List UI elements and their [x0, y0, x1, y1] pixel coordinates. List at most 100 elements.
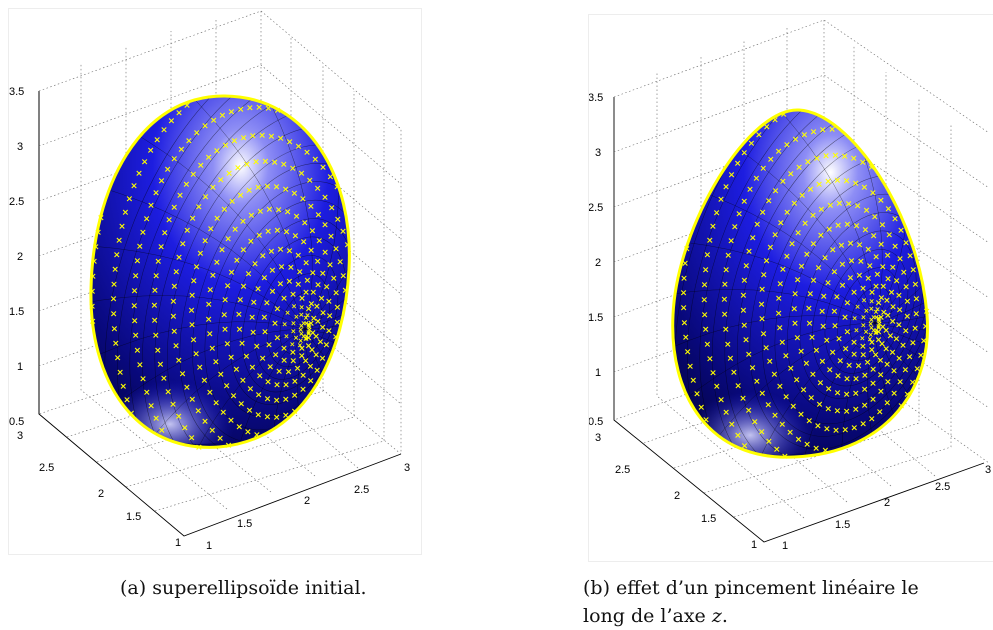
z-tick: 0.5 [589, 416, 603, 428]
marker-point: × [228, 107, 236, 117]
marker-point: × [147, 146, 155, 156]
marker-point: × [217, 370, 225, 380]
marker-point: × [239, 217, 247, 227]
marker-point: × [283, 227, 291, 237]
marker-point: × [866, 262, 874, 272]
marker-point: × [798, 262, 806, 272]
marker-point: × [902, 238, 910, 248]
marker-point: × [116, 368, 124, 378]
marker-point: × [309, 328, 317, 338]
mesh-meridian [874, 322, 928, 458]
marker-point: × [922, 322, 930, 332]
marker-point: × [212, 399, 220, 409]
marker-point: × [89, 317, 97, 327]
marker-point: × [309, 268, 317, 278]
marker-point: × [874, 270, 882, 280]
marker-point: × [197, 249, 205, 259]
marker-point: × [231, 136, 239, 146]
marker-point: × [115, 236, 123, 246]
marker-point: × [190, 335, 198, 345]
marker-point: × [883, 296, 891, 306]
marker-point: × [160, 126, 168, 136]
y-tick: 2 [674, 490, 680, 502]
marker-point: × [249, 363, 257, 373]
marker-point: × [158, 426, 166, 436]
marker-point: × [261, 274, 269, 284]
marker-point: × [882, 326, 890, 336]
marker-point: × [302, 258, 310, 268]
marker-point: × [806, 319, 814, 329]
marker-point: × [321, 248, 329, 258]
marker-point: × [813, 346, 821, 356]
marker-point: × [175, 253, 183, 263]
mesh-ring [217, 199, 350, 418]
marker-point: × [867, 335, 873, 343]
marker-point: × [741, 276, 749, 286]
marker-point: × [891, 215, 899, 225]
marker-point: × [877, 370, 885, 380]
marker-point: × [876, 322, 882, 330]
mesh-ring [849, 285, 892, 349]
mesh-meridian [874, 162, 928, 324]
marker-point: × [742, 336, 750, 346]
marker-point: × [749, 364, 757, 374]
marker-point: × [236, 296, 244, 306]
marker-point: × [855, 303, 861, 311]
marker-point: × [803, 440, 811, 450]
marker-point: × [897, 401, 905, 411]
marker-point: × [110, 295, 118, 305]
marker-point: × [903, 312, 911, 322]
marker-point: × [825, 385, 833, 395]
marker-point: × [748, 139, 756, 149]
marker-point: × [876, 317, 882, 325]
marker-point: × [869, 189, 877, 199]
mesh-meridian [791, 109, 883, 324]
marker-point: × [164, 387, 172, 397]
marker-point: × [835, 335, 843, 345]
marker-point: × [131, 286, 139, 296]
marker-point: × [143, 214, 151, 224]
marker-point: × [810, 127, 818, 137]
marker-point: × [800, 385, 808, 395]
marker-point: × [855, 362, 863, 372]
marker-point: × [745, 247, 753, 257]
marker-point: × [853, 221, 861, 231]
marker-point: × [860, 314, 866, 322]
marker-point: × [302, 288, 310, 298]
marker-point: × [889, 302, 897, 312]
marker-point: × [89, 272, 97, 282]
mesh-meridian [874, 322, 928, 408]
marker-point: × [205, 300, 213, 310]
marker-point: × [201, 417, 209, 427]
marker-point: × [319, 308, 327, 318]
marker-point: × [244, 427, 252, 437]
marker-point: × [179, 370, 187, 380]
marker-point: × [224, 281, 232, 291]
marker-point: × [824, 279, 832, 289]
caption-b-line2-text: long de l’axe [583, 605, 712, 627]
marker-point: × [307, 319, 315, 329]
x-tick: 3 [404, 462, 410, 474]
marker-point: × [306, 326, 312, 334]
marker-point: × [829, 246, 837, 256]
y-tick: 2.5 [39, 462, 54, 474]
marker-point: × [321, 193, 329, 203]
marker-point: × [122, 208, 130, 218]
mesh-meridian [304, 328, 350, 448]
figure-b-svg: 3.5 3 2.5 2 1.5 1 0.5 3 2.5 2 1.5 1 1 1.… [589, 19, 991, 552]
marker-point: × [765, 197, 773, 207]
marker-point: × [804, 158, 812, 168]
marker-point: × [130, 182, 138, 192]
marker-point: × [861, 401, 869, 411]
marker-point: × [277, 280, 285, 290]
marker-point: × [307, 376, 315, 386]
mesh-ring [699, 109, 928, 458]
marker-point: × [254, 285, 262, 295]
marker-point: × [238, 339, 246, 349]
marker-point: × [871, 213, 879, 223]
marker-point: × [280, 160, 288, 170]
marker-point: × [127, 409, 135, 419]
marker-point: × [157, 243, 165, 253]
marker-point: × [859, 335, 865, 343]
marker-point: × [206, 285, 214, 295]
